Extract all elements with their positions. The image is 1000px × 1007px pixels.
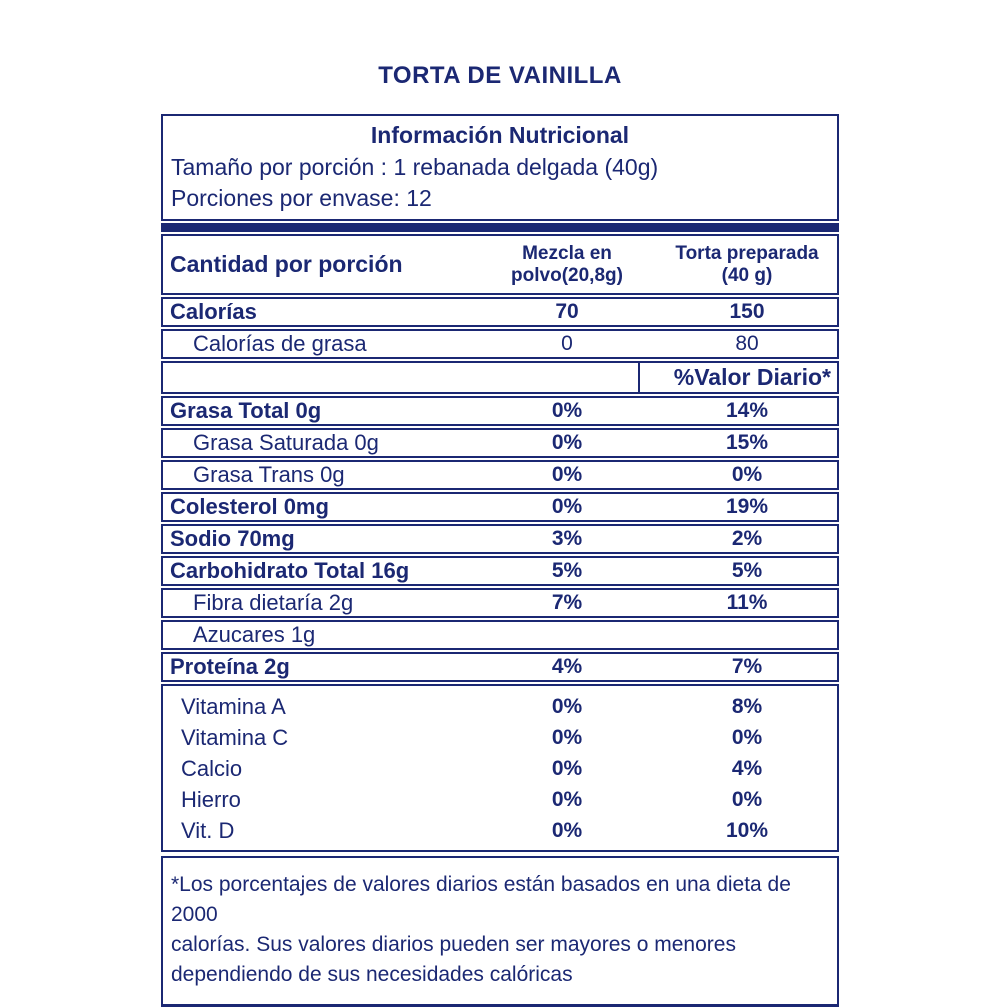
page-title: TORTA DE VAINILLA [378,62,622,89]
table-row-iron: Hierro 0% 0% [163,784,837,815]
table-row-calories: Calorías 70 150 [161,297,839,327]
row-value-powder: 0% [551,787,583,811]
table-row-vitamin-d: Vit. D 0% 10% [163,815,837,846]
column-header-powder-line2: polvo(20,8g) [511,264,623,286]
row-value-powder: 3% [551,527,583,550]
footnote-line-1: *Los porcentajes de valores diarios está… [171,873,791,926]
row-label: Vit. D [181,817,235,843]
row-label: Calorías [170,299,257,324]
table-row-sugars: Azucares 1g [161,620,839,650]
row-value-prepared: 14% [725,399,769,422]
table-row-calories-from-fat: Calorías de grasa 0 80 [161,329,839,359]
table-row-protein: Proteína 2g 4% 7% [161,652,839,682]
row-label: Hierro [181,786,241,812]
row-label: Vitamina A [181,693,286,719]
table-header-row: Cantidad por porción Mezcla en polvo(20,… [161,234,839,295]
table-row-vitamin-a: Vitamina A 0% 8% [163,691,837,722]
row-label: Sodio 70mg [170,526,295,551]
footnote-line-3: dependiendo de sus necesidades calóricas [171,963,573,986]
row-value-powder: 0% [551,431,583,454]
row-value-powder: 4% [551,655,583,678]
row-value-prepared: 5% [731,559,763,582]
info-box: Información Nutricional Tamaño por porci… [161,114,839,221]
row-value-prepared: 10% [725,818,769,842]
row-value-prepared: 15% [725,431,769,454]
table-row-saturated-fat: Grasa Saturada 0g 0% 15% [161,428,839,458]
row-value-prepared: 19% [725,495,769,518]
table-row-trans-fat: Grasa Trans 0g 0% 0% [161,460,839,490]
row-value-prepared: 8% [731,694,763,718]
row-value-powder: 0% [551,818,583,842]
row-label: Azucares 1g [193,622,316,647]
table-row-calcium: Calcio 0% 4% [163,753,837,784]
daily-value-spacer [163,363,638,392]
row-value-powder: 70 [555,300,579,323]
column-header-powder-mix: Mezcla en polvo(20,8g) [477,243,657,287]
table-row-cholesterol: Colesterol 0mg 0% 19% [161,492,839,522]
footnote-line-2: calorías. Sus valores diarios pueden ser… [171,933,736,956]
daily-value-header: %Valor Diario* [638,363,837,392]
row-value-powder: 7% [551,591,583,614]
row-value-powder: 0% [551,463,583,486]
column-header-amount-per-serving: Cantidad por porción [170,251,403,277]
row-label: Grasa Trans 0g [193,462,345,487]
row-label: Fibra dietaría 2g [193,590,354,615]
table-row-total-carbohydrate: Carbohidrato Total 16g 5% 5% [161,556,839,586]
row-value-powder: 0% [551,756,583,780]
row-value-prepared: 0% [731,463,763,486]
vitamins-box: Vitamina A 0% 8% Vitamina C 0% 0% Calcio… [161,684,839,852]
info-heading: Información Nutricional [370,122,630,148]
row-value-prepared: 0% [731,725,763,749]
row-label: Calcio [181,755,243,781]
row-value-prepared: 2% [731,527,763,550]
row-value-prepared: 150 [729,300,765,323]
row-label: Grasa Total 0g [170,398,322,423]
table-row-total-fat: Grasa Total 0g 0% 14% [161,396,839,426]
footnote-box: *Los porcentajes de valores diarios está… [161,856,839,1007]
row-value-prepared: 7% [731,655,763,678]
row-value-powder: 0% [551,399,583,422]
row-label: Vitamina C [181,724,289,750]
row-label: Colesterol 0mg [170,494,329,519]
section-divider-bar [161,223,839,232]
row-value-powder: 0 [561,332,573,355]
table-row-sodium: Sodio 70mg 3% 2% [161,524,839,554]
daily-value-header-row: %Valor Diario* [161,361,839,394]
row-value-powder: 0% [551,694,583,718]
row-label: Grasa Saturada 0g [193,430,379,455]
column-header-powder-line1: Mezcla en [522,242,612,264]
row-label: Calorías de grasa [193,331,367,356]
row-value-powder: 0% [551,495,583,518]
servings-per-package-line: Porciones por envase: 12 [171,185,432,211]
row-value-prepared: 11% [726,591,768,614]
row-value-powder: 5% [551,559,583,582]
table-row-dietary-fiber: Fibra dietaría 2g 7% 11% [161,588,839,618]
column-header-prepared-cake: Torta preparada (40 g) [657,243,837,287]
table-row-vitamin-c: Vitamina C 0% 0% [163,722,837,753]
row-value-prepared: 80 [735,332,759,355]
row-value-prepared: 4% [731,756,763,780]
row-value-powder: 0% [551,725,583,749]
column-header-prepared-line2: (40 g) [721,264,773,286]
row-label: Proteína 2g [170,654,290,679]
column-header-prepared-line1: Torta preparada [675,242,819,264]
row-label: Carbohidrato Total 16g [170,558,410,583]
serving-size-line: Tamaño por porción : 1 rebanada delgada … [171,154,659,180]
row-value-prepared: 0% [731,787,763,811]
nutrition-label: Información Nutricional Tamaño por porci… [161,114,839,1007]
